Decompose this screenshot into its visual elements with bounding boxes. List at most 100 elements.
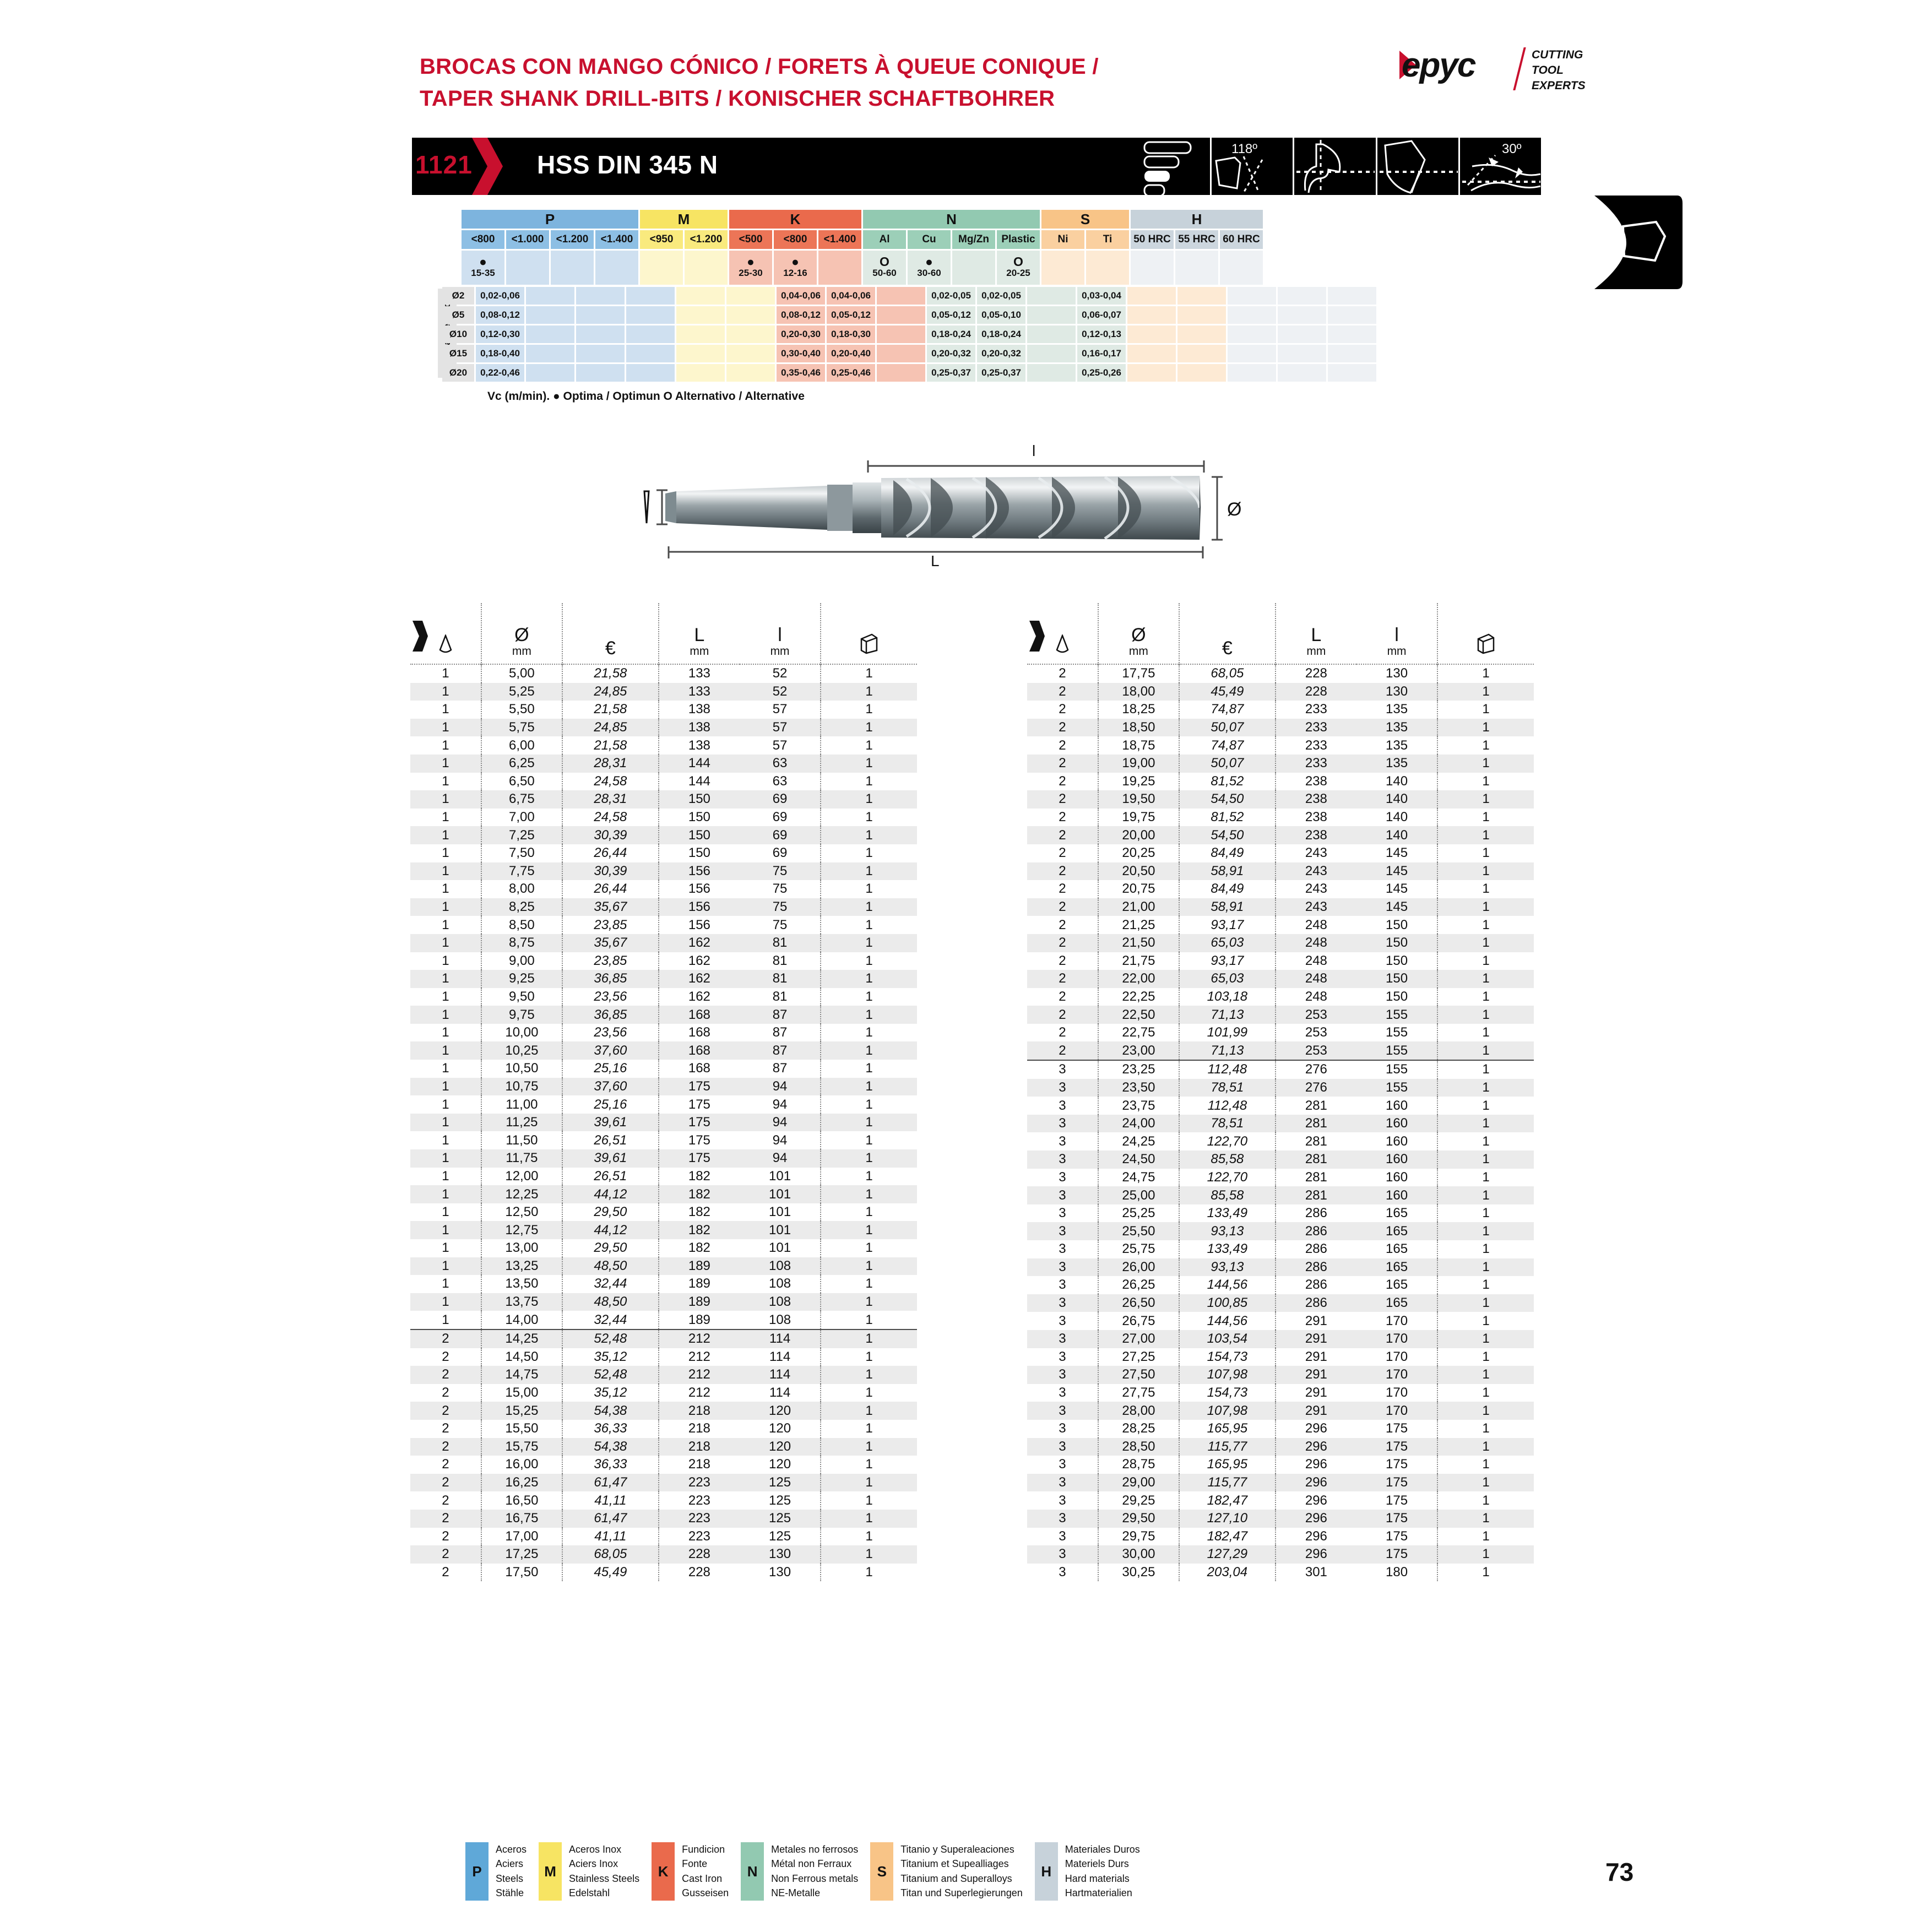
cell-length: 162	[658, 970, 740, 988]
feed-row: Ø5 0,08-0,12 0,08-0,12 0,05-0,12 0,05-0,12…	[442, 306, 1376, 324]
cell-length: 168	[658, 1060, 740, 1078]
cell-length: 156	[658, 898, 740, 916]
table-row: 1 5,50 21,58 138 57 1	[410, 701, 917, 719]
subcol-h-50hrc: 50 HRC	[1131, 230, 1174, 249]
table-row: 1 11,50 26,51 175 94 1	[410, 1131, 917, 1150]
cell-price: 35,12	[561, 1383, 659, 1402]
cell-price: 54,38	[561, 1437, 659, 1456]
cell-diameter: 6,00	[480, 736, 562, 755]
cell-taper: 2	[1027, 970, 1098, 988]
table-row: 2 18,00 45,49 228 130 1	[1027, 682, 1534, 701]
cell-diameter: 10,00	[480, 1023, 562, 1042]
cell-package: 1	[1437, 1312, 1534, 1330]
svg-text:l: l	[1032, 442, 1035, 459]
cell-package: 1	[1437, 1097, 1534, 1115]
cell-package: 1	[820, 790, 917, 808]
cell-taper: 2	[1059, 881, 1066, 897]
cell-flute-length: 175	[1356, 1473, 1438, 1492]
feed-cell: 0,08-0,12	[777, 306, 825, 324]
cell-length: 291	[1274, 1348, 1356, 1366]
feed-cell: 0,25-0,46	[827, 364, 875, 382]
cell-length: 286	[1274, 1258, 1356, 1277]
logo-chevron-icon	[1399, 51, 1416, 79]
table-row: 1 12,25 44,12 182 101 1	[410, 1185, 917, 1203]
cell-price: 112,48	[1178, 1097, 1276, 1115]
feed-cell	[877, 306, 925, 324]
cell-diameter: 28,75	[1097, 1456, 1179, 1474]
table-row: 1 13,00 29,50 182 101 1	[410, 1239, 917, 1257]
legend-text-S: Titanio y Superaleaciones Titanium et Sup…	[900, 1844, 1023, 1899]
cell-taper: 1	[410, 790, 481, 808]
cell-flute-length: 63	[772, 773, 788, 789]
cell-diameter: 27,50	[1097, 1366, 1179, 1384]
cell-price: 165,95	[1178, 1419, 1276, 1438]
page-title-line2: TAPER SHANK DRILL-BITS / KONISCHER SCHAF…	[420, 86, 1055, 111]
table-row: 2 17,50 45,49 228 130 1	[410, 1563, 917, 1582]
taper-cone-icon-right	[1027, 633, 1098, 658]
cell-flute-length: 101	[739, 1185, 821, 1203]
cell-package: 1	[1437, 916, 1534, 934]
cell-price: 21,58	[561, 736, 659, 755]
cell-package: 1	[820, 970, 917, 988]
cell-flute-length: 160	[1386, 1133, 1408, 1149]
table-row: 3 28,25 165,95 296 175 1	[1027, 1419, 1534, 1438]
cell-length: 156	[658, 880, 740, 898]
cell-diameter: 16,00	[480, 1456, 562, 1474]
cell-flute-length: 175	[1386, 1457, 1408, 1472]
subcol-s-ti: Ti	[1086, 230, 1129, 249]
cell-taper: 1	[442, 1097, 449, 1112]
material-group-P: P	[462, 210, 638, 229]
cell-package: 1	[820, 1311, 917, 1330]
cell-package: 1	[820, 754, 917, 773]
cell-taper: 3	[1059, 1349, 1066, 1364]
cell-diameter: 14,50	[480, 1348, 562, 1366]
table-row: 2 15,00 35,12 212 114 1	[410, 1383, 917, 1402]
table-row: 2 23,00 71,13 253 155 1	[1027, 1041, 1534, 1061]
cell-price: 115,77	[1178, 1437, 1276, 1456]
feed-cell	[626, 345, 675, 362]
table-row: 2 20,50 58,91 243 145 1	[1027, 862, 1534, 881]
cell-diameter: 17,75	[1097, 664, 1179, 683]
cell-package: 1	[820, 1545, 917, 1564]
cell-diameter: 8,75	[480, 934, 562, 952]
cell-flute-length: 160	[1356, 1186, 1438, 1204]
cell-price: 23,85	[561, 952, 659, 970]
cell-package: 1	[820, 1257, 917, 1276]
cell-package: 1	[1437, 1366, 1534, 1384]
table-row: 1 7,25 30,39 150 69 1	[410, 826, 917, 844]
cell-length: 281	[1274, 1168, 1356, 1187]
cell-length: 248	[1274, 952, 1356, 970]
cell-flute-length: 135	[1356, 718, 1438, 737]
cell-flute-length: 57	[772, 702, 788, 717]
cell-package: 1	[820, 1185, 917, 1203]
subcol-h-60hrc: 60 HRC	[1220, 230, 1263, 249]
cell-package: 1	[1437, 1023, 1534, 1042]
cell-taper: 1	[442, 1061, 449, 1076]
cell-length: 248	[1274, 987, 1356, 1006]
vc-cell-14	[1086, 251, 1129, 285]
cell-diameter: 11,25	[480, 1113, 562, 1132]
cell-price: 61,47	[561, 1473, 659, 1492]
table-row: 2 18,50 50,07 233 135 1	[1027, 718, 1534, 737]
feed-row: Ø10 0,12-0,30 0,20-0,30 0,18-0,30 0,18-0,2…	[442, 325, 1376, 343]
table-row: 1 10,00 23,56 168 87 1	[410, 1023, 917, 1042]
web-thinning-icon	[1293, 138, 1375, 195]
cell-length: 133	[658, 664, 740, 683]
cell-diameter: 23,25	[1097, 1060, 1179, 1079]
feed-cell: 0,05-0,12	[827, 306, 875, 324]
table-row: 1 10,75 37,60 175 94 1	[410, 1077, 917, 1096]
cell-price: 144,56	[1178, 1276, 1276, 1294]
vc-cell-6: ● 25-30	[729, 251, 772, 285]
cell-length: 218	[658, 1402, 740, 1420]
cell-flute-length: 150	[1356, 934, 1438, 952]
cell-price: 93,17	[1178, 952, 1276, 970]
cell-flute-length: 125	[739, 1473, 821, 1492]
cell-length: 286	[1274, 1276, 1356, 1294]
table-row: 2 22,00 65,03 248 150 1	[1027, 970, 1534, 988]
cell-flute-length: 175	[1356, 1437, 1438, 1456]
feed-cell	[726, 325, 775, 343]
feed-cell	[1127, 306, 1176, 324]
cell-length: 189	[658, 1257, 740, 1276]
cell-length: 162	[658, 987, 740, 1006]
feed-cell	[526, 364, 574, 382]
